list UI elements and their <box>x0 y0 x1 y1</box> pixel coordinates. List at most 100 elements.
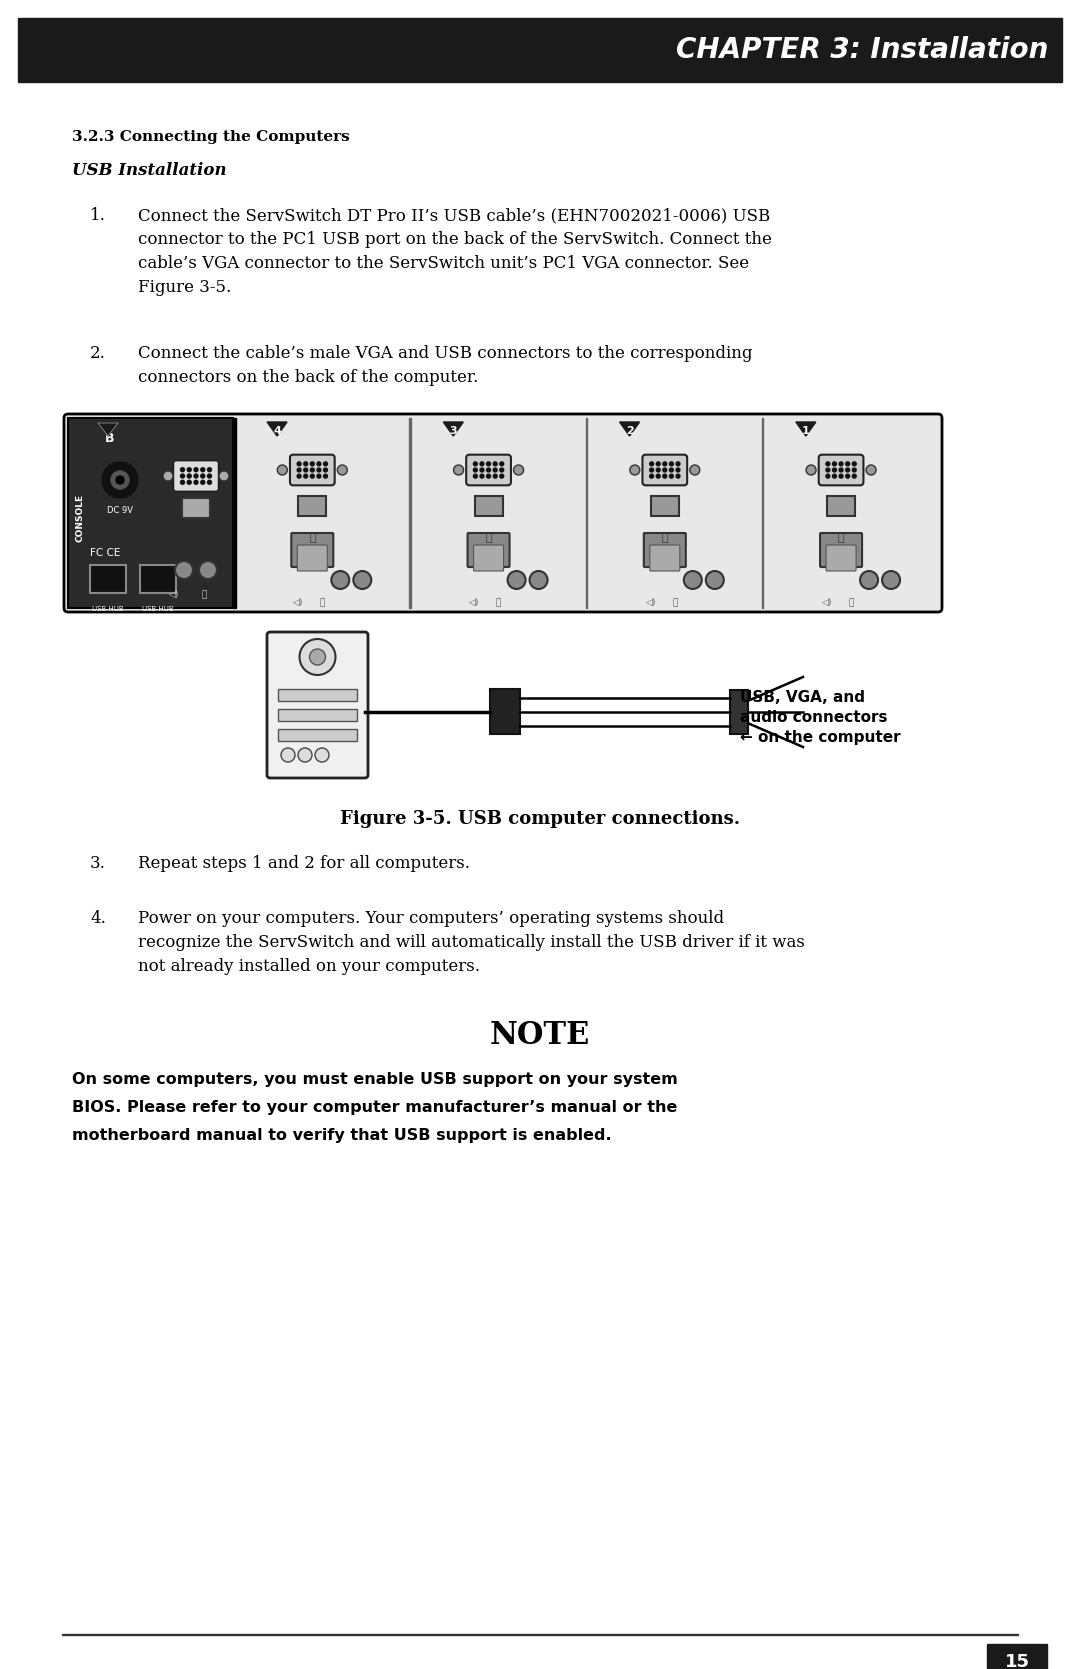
Text: 4.: 4. <box>90 910 106 926</box>
Circle shape <box>332 571 349 589</box>
FancyBboxPatch shape <box>297 546 327 571</box>
Circle shape <box>281 748 295 763</box>
Text: ⌣: ⌣ <box>496 598 501 608</box>
Text: 1.: 1. <box>90 207 106 224</box>
Text: Repeat steps 1 and 2 for all computers.: Repeat steps 1 and 2 for all computers. <box>138 855 470 871</box>
Circle shape <box>487 474 490 477</box>
Circle shape <box>663 474 666 477</box>
Bar <box>474 496 502 516</box>
Circle shape <box>310 474 314 477</box>
Circle shape <box>194 467 198 472</box>
Circle shape <box>657 474 660 477</box>
Text: ⌣: ⌣ <box>672 598 677 608</box>
Circle shape <box>102 462 138 497</box>
Text: Power on your computers. Your computers’ operating systems should: Power on your computers. Your computers’… <box>138 910 724 926</box>
Circle shape <box>670 474 673 477</box>
Text: USB HUB: USB HUB <box>92 606 124 613</box>
Circle shape <box>187 467 191 472</box>
Polygon shape <box>98 422 118 436</box>
Circle shape <box>187 474 191 477</box>
Circle shape <box>180 467 185 472</box>
Circle shape <box>826 462 829 466</box>
Circle shape <box>852 467 856 472</box>
Bar <box>409 417 410 608</box>
Circle shape <box>494 467 497 472</box>
Circle shape <box>676 462 680 466</box>
Circle shape <box>494 474 497 477</box>
Circle shape <box>194 474 198 477</box>
FancyBboxPatch shape <box>644 532 686 567</box>
Circle shape <box>163 471 173 481</box>
Text: 3.: 3. <box>90 855 106 871</box>
Circle shape <box>833 462 836 466</box>
Text: CHAPTER 3: Installation: CHAPTER 3: Installation <box>676 37 1048 63</box>
Circle shape <box>650 467 653 472</box>
Text: Figure 3-5. USB computer connections.: Figure 3-5. USB computer connections. <box>340 809 740 828</box>
FancyBboxPatch shape <box>643 454 687 486</box>
Circle shape <box>706 571 724 589</box>
FancyBboxPatch shape <box>473 546 503 571</box>
Circle shape <box>324 467 327 472</box>
Text: ⌣: ⌣ <box>849 598 854 608</box>
Bar <box>233 417 235 608</box>
FancyBboxPatch shape <box>826 546 856 571</box>
Circle shape <box>670 467 673 472</box>
Polygon shape <box>443 422 463 436</box>
Circle shape <box>882 571 900 589</box>
Circle shape <box>487 462 490 466</box>
Text: USB Installation: USB Installation <box>72 162 227 179</box>
Circle shape <box>194 481 198 484</box>
Circle shape <box>303 474 308 477</box>
Circle shape <box>630 466 639 476</box>
Circle shape <box>199 561 217 579</box>
Circle shape <box>663 462 666 466</box>
Circle shape <box>494 462 497 466</box>
Text: NOTE: NOTE <box>490 1020 590 1051</box>
Circle shape <box>473 474 477 477</box>
Circle shape <box>480 462 484 466</box>
Bar <box>18 18 1062 82</box>
Circle shape <box>826 467 829 472</box>
Text: B: B <box>105 432 114 446</box>
Circle shape <box>684 571 702 589</box>
Text: recognize the ServSwitch and will automatically install the USB driver if it was: recognize the ServSwitch and will automa… <box>138 935 805 951</box>
FancyBboxPatch shape <box>820 532 862 567</box>
Text: CONSOLE: CONSOLE <box>76 494 84 542</box>
Bar <box>68 417 233 608</box>
Circle shape <box>175 561 193 579</box>
Circle shape <box>316 462 321 466</box>
Bar <box>68 417 233 608</box>
Text: ⭘: ⭘ <box>309 532 315 542</box>
Polygon shape <box>620 422 639 436</box>
Circle shape <box>846 462 850 466</box>
Bar <box>490 689 519 734</box>
Circle shape <box>852 462 856 466</box>
Bar <box>278 689 357 701</box>
Bar <box>585 417 588 608</box>
Circle shape <box>207 481 212 484</box>
Circle shape <box>860 571 878 589</box>
Text: 3.2.3 Connecting the Computers: 3.2.3 Connecting the Computers <box>72 130 350 144</box>
Circle shape <box>839 467 843 472</box>
Circle shape <box>676 467 680 472</box>
Bar <box>278 709 357 721</box>
Text: cable’s VGA connector to the ServSwitch unit’s PC1 VGA connector. See: cable’s VGA connector to the ServSwitch … <box>138 255 750 272</box>
Text: 2.: 2. <box>90 345 106 362</box>
Circle shape <box>846 467 850 472</box>
Text: 3: 3 <box>449 426 457 436</box>
Circle shape <box>833 474 836 477</box>
Circle shape <box>846 474 850 477</box>
Text: ⭘: ⭘ <box>661 532 669 542</box>
Circle shape <box>324 462 327 466</box>
Bar <box>278 729 357 741</box>
Text: ⭘: ⭘ <box>838 532 845 542</box>
Circle shape <box>219 471 229 481</box>
Bar <box>827 496 855 516</box>
Text: ⌣: ⌣ <box>201 591 206 599</box>
Circle shape <box>353 571 372 589</box>
Circle shape <box>514 466 524 476</box>
Circle shape <box>806 466 816 476</box>
Circle shape <box>207 474 212 477</box>
Text: USB, VGA, and
audio connectors
← on the computer: USB, VGA, and audio connectors ← on the … <box>740 689 901 744</box>
Circle shape <box>500 474 503 477</box>
